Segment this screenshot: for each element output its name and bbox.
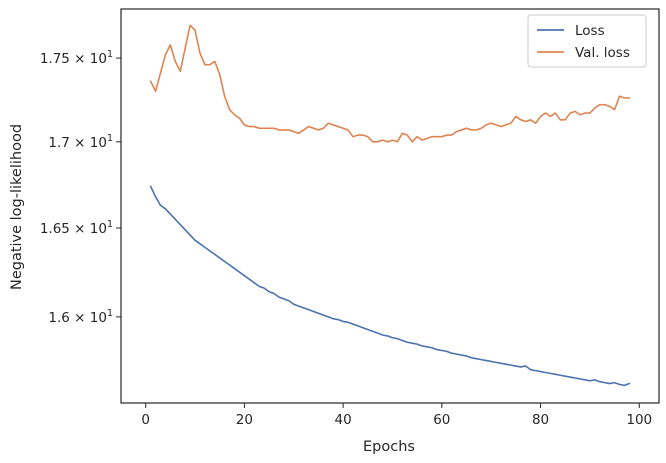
x-tick-label: 100 bbox=[626, 412, 652, 428]
legend-box bbox=[527, 14, 647, 68]
axes-frame bbox=[120, 8, 660, 404]
x-tick-label: 40 bbox=[335, 412, 352, 428]
x-tick-label: 20 bbox=[236, 412, 253, 428]
plot-area bbox=[149, 24, 631, 387]
tick-labels: 0 20 40 60 80 100 1.6 × 101 1.65 × 101 1.7 × 101… bbox=[40, 49, 652, 428]
x-tick-label: 60 bbox=[433, 412, 450, 428]
y-tick-label: 1.75 × 101 bbox=[40, 49, 113, 67]
series-line-val-loss bbox=[149, 24, 631, 143]
legend-label: Loss bbox=[575, 23, 605, 39]
legend-label: Val. loss bbox=[575, 45, 630, 61]
y-tick-label: 1.65 × 101 bbox=[40, 219, 113, 237]
y-tick-label: 1.7 × 101 bbox=[48, 133, 113, 151]
x-axis-label: Epochs bbox=[363, 439, 415, 455]
legend: Loss Val. loss bbox=[527, 14, 647, 68]
series-line-loss bbox=[149, 185, 631, 387]
x-tick-label: 80 bbox=[532, 412, 549, 428]
axes bbox=[116, 8, 660, 408]
y-tick-label: 1.6 × 101 bbox=[48, 308, 113, 326]
x-tick-label: 0 bbox=[141, 412, 150, 428]
y-axis-label: Negative log-likelihood bbox=[9, 124, 25, 290]
